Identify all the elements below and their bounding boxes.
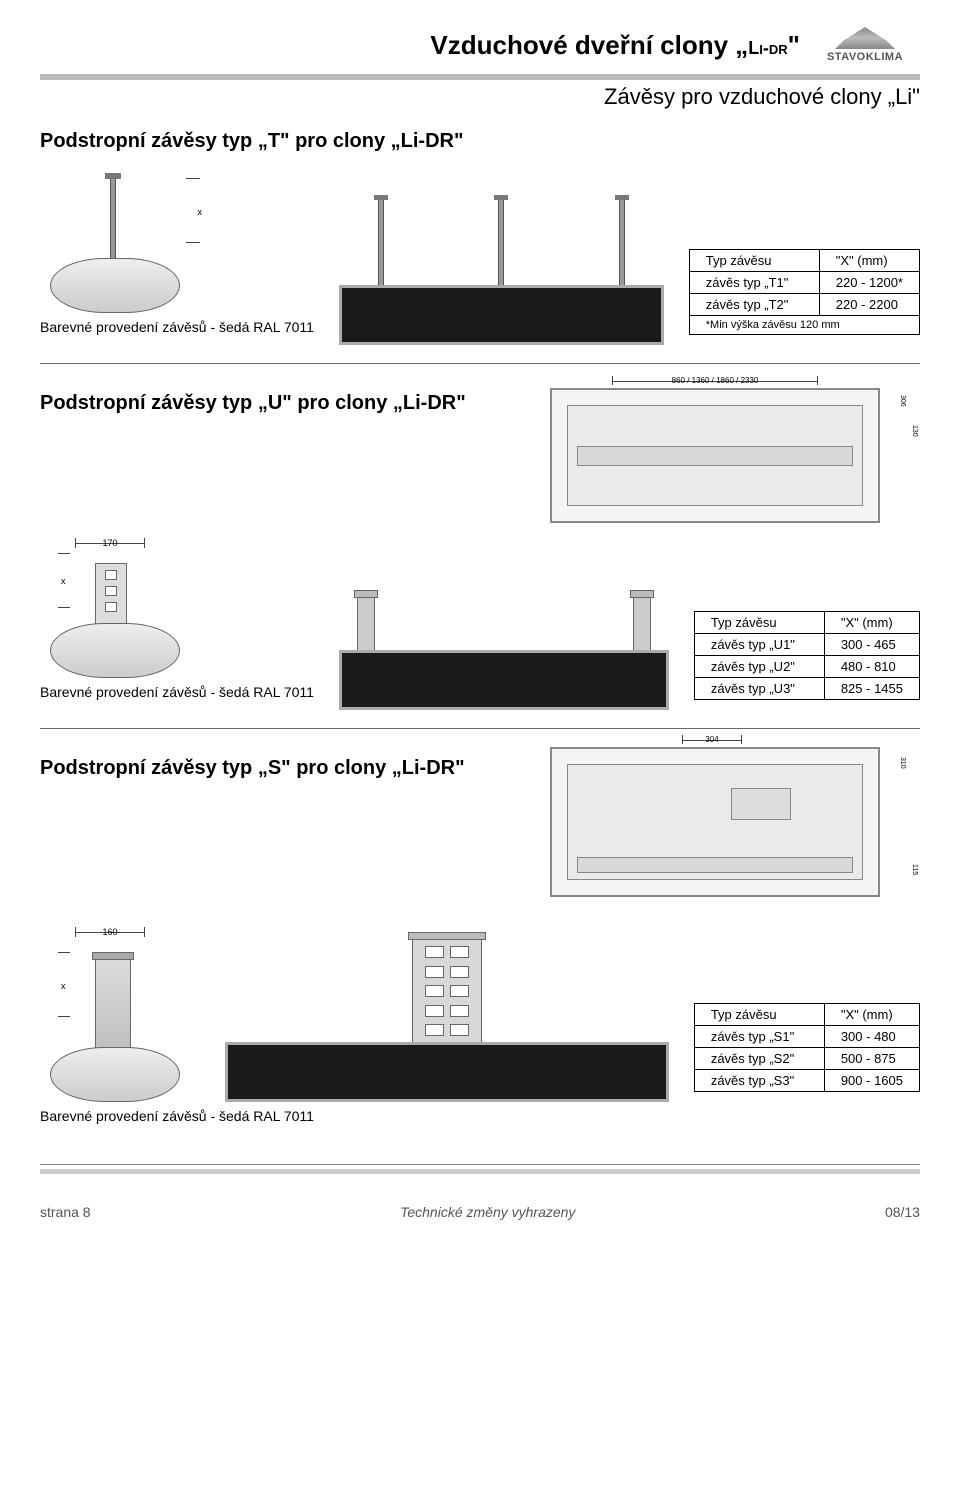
t-r2b: 220 - 2200: [819, 294, 919, 316]
u-r3a: závěs typ „U3": [694, 678, 824, 700]
section-s-table-wrap: Typ závěsu"X" (mm) závěs typ „S1"300 - 4…: [694, 1003, 920, 1092]
u-th2: "X" (mm): [824, 612, 919, 634]
section-u-title: Podstropní závěsy typ „U" pro clony „Li-…: [40, 392, 525, 415]
s-r2b: 500 - 875: [824, 1048, 919, 1070]
s-drawing-front: [225, 927, 669, 1102]
u-dim-170: 170: [75, 538, 145, 548]
u-r2b: 480 - 810: [824, 656, 919, 678]
header-rule: [40, 74, 920, 80]
s-r3b: 900 - 1605: [824, 1070, 919, 1092]
t-th2: "X" (mm): [819, 250, 919, 272]
s-dim-160: 160: [75, 927, 145, 937]
page-footer: strana 8 Technické změny vyhrazeny 08/13: [40, 1204, 920, 1220]
section-u-lower: 170 Barevné provedení závěsů - šedá RAL …: [40, 538, 920, 710]
footer-rule-thick: [40, 1169, 920, 1174]
section-t-caption: Barevné provedení závěsů - šedá RAL 7011: [40, 319, 314, 335]
section-t-table: Typ závěsu"X" (mm) závěs typ „T1"220 - 1…: [689, 249, 920, 335]
s-drawing-side: 160: [40, 927, 200, 1102]
section-s-table: Typ závěsu"X" (mm) závěs typ „S1"300 - 4…: [694, 1003, 920, 1092]
u-dim-130: 130: [911, 425, 918, 437]
title-main: Vzduchové dveřní clony „: [430, 30, 748, 60]
section-s-title: Podstropní závěsy typ „S" pro clony „Li-…: [40, 757, 525, 780]
footer-mid: Technické změny vyhrazeny: [400, 1204, 575, 1220]
title-small: Li-dr: [748, 38, 787, 58]
section-t-body: Barevné provedení závěsů - šedá RAL 7011…: [40, 173, 920, 345]
u-r1b: 300 - 465: [824, 634, 919, 656]
t-drawing-front: [339, 195, 664, 345]
s-drawing-top: 304 310 115: [550, 747, 880, 897]
u-r2a: závěs typ „U2": [694, 656, 824, 678]
s-dim-115: 115: [911, 864, 918, 875]
divider-1: [40, 363, 920, 364]
footer-rule-thin: [40, 1164, 920, 1165]
logo-text: STAVOKLIMA: [827, 51, 903, 63]
section-s-caption: Barevné provedení závěsů - šedá RAL 7011: [40, 1108, 920, 1124]
page-title: Vzduchové dveřní clony „Li-dr": [430, 30, 800, 61]
s-th1: Typ závěsu: [694, 1004, 824, 1026]
t-drawing-side: [40, 173, 200, 313]
footer-right: 08/13: [885, 1204, 920, 1220]
page-header: Vzduchové dveřní clony „Li-dr" STAVOKLIM…: [40, 20, 920, 70]
page-subheader: Závěsy pro vzduchové clony „Li": [40, 84, 920, 110]
section-u-table-wrap: Typ závěsu"X" (mm) závěs typ „U1"300 - 4…: [694, 611, 920, 700]
brand-logo: STAVOKLIMA: [810, 20, 920, 70]
u-dim-top: 860 / 1360 / 1860 / 2330: [612, 376, 818, 385]
s-r2a: závěs typ „S2": [694, 1048, 824, 1070]
section-s-lower: 160 Typ závěsu"X" (mm) závěs typ „S1"300…: [40, 927, 920, 1102]
u-r1a: závěs typ „U1": [694, 634, 824, 656]
u-th1: Typ závěsu: [694, 612, 824, 634]
s-th2: "X" (mm): [824, 1004, 919, 1026]
t-th1: Typ závěsu: [689, 250, 819, 272]
s-dim-310: 310: [899, 757, 906, 769]
s-r3a: závěs typ „S3": [694, 1070, 824, 1092]
section-s-upper: Podstropní závěsy typ „S" pro clony „Li-…: [40, 747, 920, 927]
title-end: ": [788, 30, 800, 60]
section-t-table-wrap: Typ závěsu"X" (mm) závěs typ „T1"220 - 1…: [689, 249, 920, 335]
footer-left: strana 8: [40, 1204, 91, 1220]
divider-2: [40, 728, 920, 729]
u-drawing-side: 170: [40, 538, 200, 678]
s-r1b: 300 - 480: [824, 1026, 919, 1048]
u-r3b: 825 - 1455: [824, 678, 919, 700]
section-u-caption: Barevné provedení závěsů - šedá RAL 7011: [40, 684, 314, 700]
u-drawing-front: [339, 580, 669, 710]
t-note: *Min výška závěsu 120 mm: [689, 316, 919, 335]
u-drawing-top: 860 / 1360 / 1860 / 2330 306 130: [550, 388, 880, 523]
s-r1a: závěs typ „S1": [694, 1026, 824, 1048]
t-r1a: závěs typ „T1": [689, 272, 819, 294]
u-dim-306: 306: [899, 395, 906, 407]
logo-shape: [835, 27, 895, 49]
section-u-table: Typ závěsu"X" (mm) závěs typ „U1"300 - 4…: [694, 611, 920, 700]
t-r1b: 220 - 1200*: [819, 272, 919, 294]
t-r2a: závěs typ „T2": [689, 294, 819, 316]
section-t-title: Podstropní závěsy typ „T" pro clony „Li-…: [40, 130, 920, 153]
s-dim-top: 304: [682, 735, 742, 744]
